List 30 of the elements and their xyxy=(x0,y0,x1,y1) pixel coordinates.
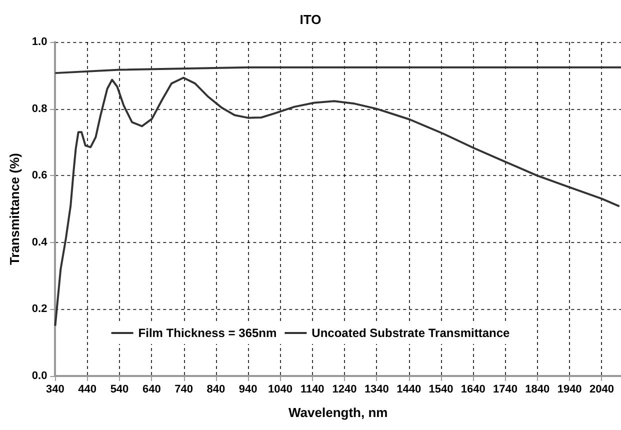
x-tick-label: 340 xyxy=(46,384,64,396)
x-tick-label: 2040 xyxy=(589,384,614,396)
line-series xyxy=(54,76,620,327)
y-tick-label: 0.6 xyxy=(32,170,48,182)
x-tick-label: 840 xyxy=(206,384,226,396)
x-tick-label: 1240 xyxy=(332,384,357,396)
x-axis-title: Wavelength, nm xyxy=(288,405,388,420)
legend-label: Uncoated Substrate Transmittance xyxy=(312,326,510,340)
y-tick-label: 0.4 xyxy=(32,236,48,248)
y-tick-label: 0.2 xyxy=(32,303,48,316)
x-tick-label: 1540 xyxy=(428,384,454,396)
x-tick-label: 440 xyxy=(78,384,97,396)
x-tick-label: 1440 xyxy=(396,384,422,396)
x-tick-label: 940 xyxy=(238,384,258,396)
chart-title: ITO xyxy=(300,12,322,27)
x-tick-label: 1740 xyxy=(493,384,518,396)
x-tick-label: 1640 xyxy=(460,384,486,396)
x-tick-label: 1940 xyxy=(557,384,582,396)
y-tick-label: 0.0 xyxy=(32,370,48,382)
y-tick-label: 0.8 xyxy=(32,102,48,115)
y-axis-title: Transmittance (%) xyxy=(7,153,22,265)
y-tick-label: 1.0 xyxy=(32,36,48,48)
x-tick-label: 1840 xyxy=(525,384,550,396)
x-tick-label: 1340 xyxy=(364,384,389,396)
x-tick-label: 1140 xyxy=(300,384,324,396)
x-tick-label: 640 xyxy=(142,384,161,396)
x-tick-label: 1040 xyxy=(268,384,292,396)
legend-label: Film Thickness = 365nm xyxy=(138,326,277,340)
x-tick-label: 540 xyxy=(110,384,129,396)
x-tick-label: 740 xyxy=(174,384,193,396)
